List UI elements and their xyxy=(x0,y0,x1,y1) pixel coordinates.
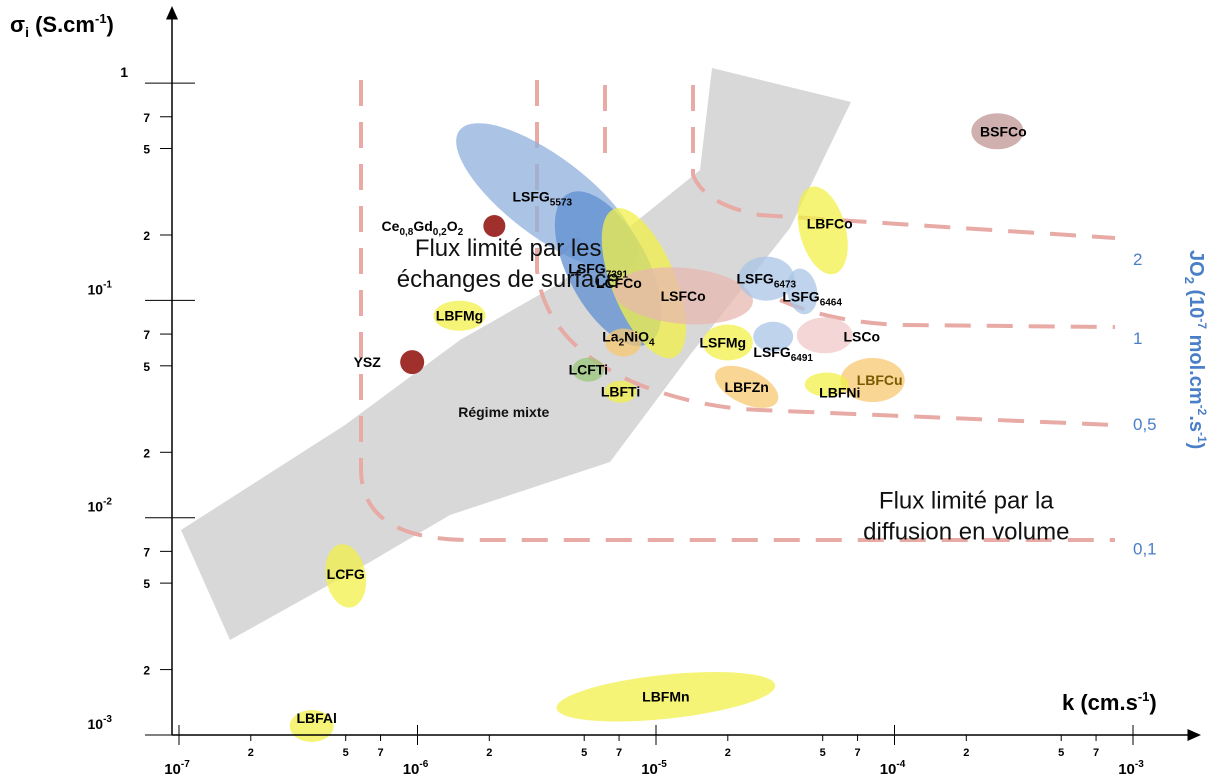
material-lbfni-label: LBFNi xyxy=(819,385,860,401)
material-lsfg6491-label: LSFG6491 xyxy=(753,344,813,364)
material-lsfco-label: LSFCo xyxy=(661,288,706,304)
x-decade-label: 10-4 xyxy=(880,759,906,778)
material-lbfcu-label: LBFCu xyxy=(857,372,903,388)
region-annotation: Régime mixte xyxy=(458,404,549,420)
material-bsfco-ellipse xyxy=(971,113,1024,150)
y-axis-title: σi (S.cm-1) xyxy=(10,11,114,40)
x-decade-label: 10-5 xyxy=(641,759,667,778)
material-lbfco-ellipse xyxy=(797,186,848,275)
y-minor-label: 7 xyxy=(143,111,150,125)
region-annotation: Flux limité par les xyxy=(415,235,602,262)
material-ysz-dot xyxy=(400,350,425,375)
material-lbfmg-ellipse xyxy=(433,300,486,331)
material-lbfal-label: LBFAl xyxy=(296,710,336,726)
mixed-regime-band xyxy=(181,68,851,640)
jo2-level-label: 1 xyxy=(1133,329,1142,348)
material-lcfg-label: LCFG xyxy=(327,566,365,582)
boundary-surface-1 xyxy=(359,80,1115,542)
region-annotation: diffusion en volume xyxy=(863,519,1069,546)
material-ce08-dot xyxy=(483,214,506,237)
y-minor-label: 7 xyxy=(143,328,150,342)
material-lbfmn-label: LBFMn xyxy=(642,689,689,705)
y-minor-label: 2 xyxy=(143,229,150,243)
x-minor-label: 2 xyxy=(725,747,731,759)
material-lbfmg-label: LBFMg xyxy=(436,308,483,324)
y-minor-label: 2 xyxy=(143,446,150,460)
material-lcfg-ellipse xyxy=(325,544,367,608)
x-decade-label: 10-7 xyxy=(164,759,190,778)
material-bsfco-label: BSFCo xyxy=(980,123,1027,139)
x-minor-label: 5 xyxy=(820,747,826,759)
x-minor-label: 7 xyxy=(616,747,622,759)
material-ysz-label: YSZ xyxy=(354,354,382,370)
x-minor-label: 5 xyxy=(343,747,349,759)
jo2-level-label: 0,1 xyxy=(1133,540,1157,559)
background-layer xyxy=(181,68,851,640)
material-la2-label: La2NiO4 xyxy=(602,329,655,349)
material-lbfti-ellipse xyxy=(604,380,637,403)
material-lsfmg-label: LSFMg xyxy=(699,335,746,351)
region-annotation: échanges de surface xyxy=(397,266,620,293)
y2-axis-title: JO2 (10-7 mol.cm-2.s-1) xyxy=(1182,250,1209,449)
x-minor-label: 5 xyxy=(1058,747,1064,759)
x-minor-label: 2 xyxy=(486,747,492,759)
x-axis-title: k (cm.s-1) xyxy=(1062,689,1157,715)
material-lsfg6464-label: LSFG6464 xyxy=(782,288,842,308)
material-lbfco-label: LBFCo xyxy=(807,215,853,231)
material-marks xyxy=(289,113,1024,743)
material-lsfg6464-ellipse xyxy=(786,268,818,315)
chart-text: LSFG5573LSFG7391LCFCoLSFCoLSFG6473LSFG64… xyxy=(10,11,1209,778)
material-lsfg7391-label: LSFG7391 xyxy=(568,261,628,281)
y-minor-label: 7 xyxy=(143,545,150,559)
material-lbfzn-ellipse xyxy=(715,365,779,408)
x-decade-label: 10-6 xyxy=(403,759,429,778)
x-minor-label: 5 xyxy=(581,747,587,759)
material-lsfg6473-label: LSFG6473 xyxy=(736,271,796,291)
region-annotation: Flux limité par la xyxy=(879,488,1054,515)
x-minor-label: 7 xyxy=(1093,747,1099,759)
material-lcfti-ellipse xyxy=(572,357,605,382)
x-decade-label: 10-3 xyxy=(1118,759,1144,778)
material-lsfg6491-ellipse xyxy=(753,321,794,352)
y-minor-label: 5 xyxy=(143,360,150,374)
material-lsfg6473-ellipse xyxy=(738,256,795,301)
y-decade-label: 10-3 xyxy=(88,714,113,732)
material-lcfco-label: LCFCo xyxy=(596,275,642,291)
boundary-surface-2 xyxy=(535,80,1116,427)
axes xyxy=(145,6,1201,745)
x-minor-label: 2 xyxy=(963,747,969,759)
material-ce08-label: Ce0,8Gd0,2O2 xyxy=(382,218,464,238)
y-minor-label: 5 xyxy=(143,143,150,157)
x-minor-label: 2 xyxy=(248,747,254,759)
y-decade-label: 10-1 xyxy=(88,279,113,297)
material-lsco-ellipse xyxy=(796,317,853,354)
material-lbfni-ellipse xyxy=(804,372,849,397)
material-lsfmg-ellipse xyxy=(702,324,753,361)
x-minor-label: 7 xyxy=(854,747,860,759)
jo2-level-label: 0,5 xyxy=(1133,415,1157,434)
material-lbfzn-label: LBFZn xyxy=(725,379,769,395)
y-minor-label: 5 xyxy=(143,577,150,591)
x-minor-label: 7 xyxy=(377,747,383,759)
material-lbfmn-ellipse xyxy=(556,672,776,722)
material-lcfti-label: LCFTi xyxy=(569,362,608,378)
boundary-surface-4 xyxy=(691,85,1116,240)
material-lsfg5573-label: LSFG5573 xyxy=(512,189,572,209)
material-la2-ellipse xyxy=(605,328,642,357)
material-lbfal-ellipse xyxy=(289,710,334,743)
y-minor-label: 2 xyxy=(143,664,150,678)
material-lsco-label: LSCo xyxy=(843,328,880,344)
y-decade-label: 1 xyxy=(120,64,128,80)
material-lbfti-label: LBFTi xyxy=(601,384,640,400)
jo2-level-label: 2 xyxy=(1133,250,1142,269)
material-lsfco-ellipse xyxy=(613,267,753,325)
y-decade-label: 10-2 xyxy=(88,497,113,515)
material-lbfcu-ellipse xyxy=(840,358,905,403)
